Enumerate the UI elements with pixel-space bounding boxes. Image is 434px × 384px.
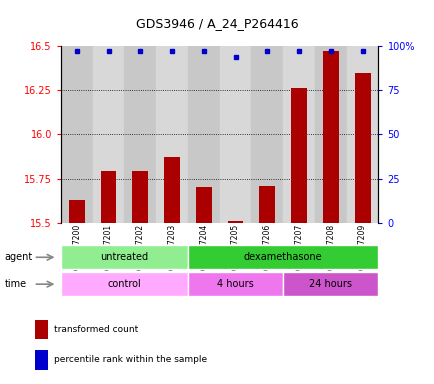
Bar xyxy=(290,88,306,223)
Bar xyxy=(195,187,211,223)
Bar xyxy=(187,245,378,270)
Text: control: control xyxy=(107,279,141,289)
Bar xyxy=(100,172,116,223)
Bar xyxy=(346,46,378,223)
Bar xyxy=(35,350,48,370)
Bar xyxy=(156,46,187,223)
Text: time: time xyxy=(4,279,26,289)
Text: percentile rank within the sample: percentile rank within the sample xyxy=(54,356,207,364)
Bar xyxy=(187,272,283,296)
Bar xyxy=(227,221,243,223)
Bar xyxy=(314,46,346,223)
Bar xyxy=(187,46,219,223)
Bar xyxy=(69,200,85,223)
Bar xyxy=(61,46,92,223)
Text: untreated: untreated xyxy=(100,252,148,262)
Bar xyxy=(92,46,124,223)
Bar xyxy=(219,46,251,223)
Text: 24 hours: 24 hours xyxy=(309,279,352,289)
Bar xyxy=(132,172,148,223)
Bar xyxy=(322,51,338,223)
Text: agent: agent xyxy=(4,252,33,262)
Text: GDS3946 / A_24_P264416: GDS3946 / A_24_P264416 xyxy=(136,17,298,30)
Text: 4 hours: 4 hours xyxy=(217,279,253,289)
Text: transformed count: transformed count xyxy=(54,325,138,334)
Bar xyxy=(35,319,48,339)
Bar xyxy=(251,46,283,223)
Bar xyxy=(61,245,187,270)
Bar xyxy=(354,73,370,223)
Bar xyxy=(61,272,187,296)
Bar xyxy=(283,272,378,296)
Bar xyxy=(283,46,314,223)
Bar xyxy=(164,157,180,223)
Bar xyxy=(124,46,156,223)
Bar xyxy=(259,185,275,223)
Text: dexamethasone: dexamethasone xyxy=(243,252,322,262)
